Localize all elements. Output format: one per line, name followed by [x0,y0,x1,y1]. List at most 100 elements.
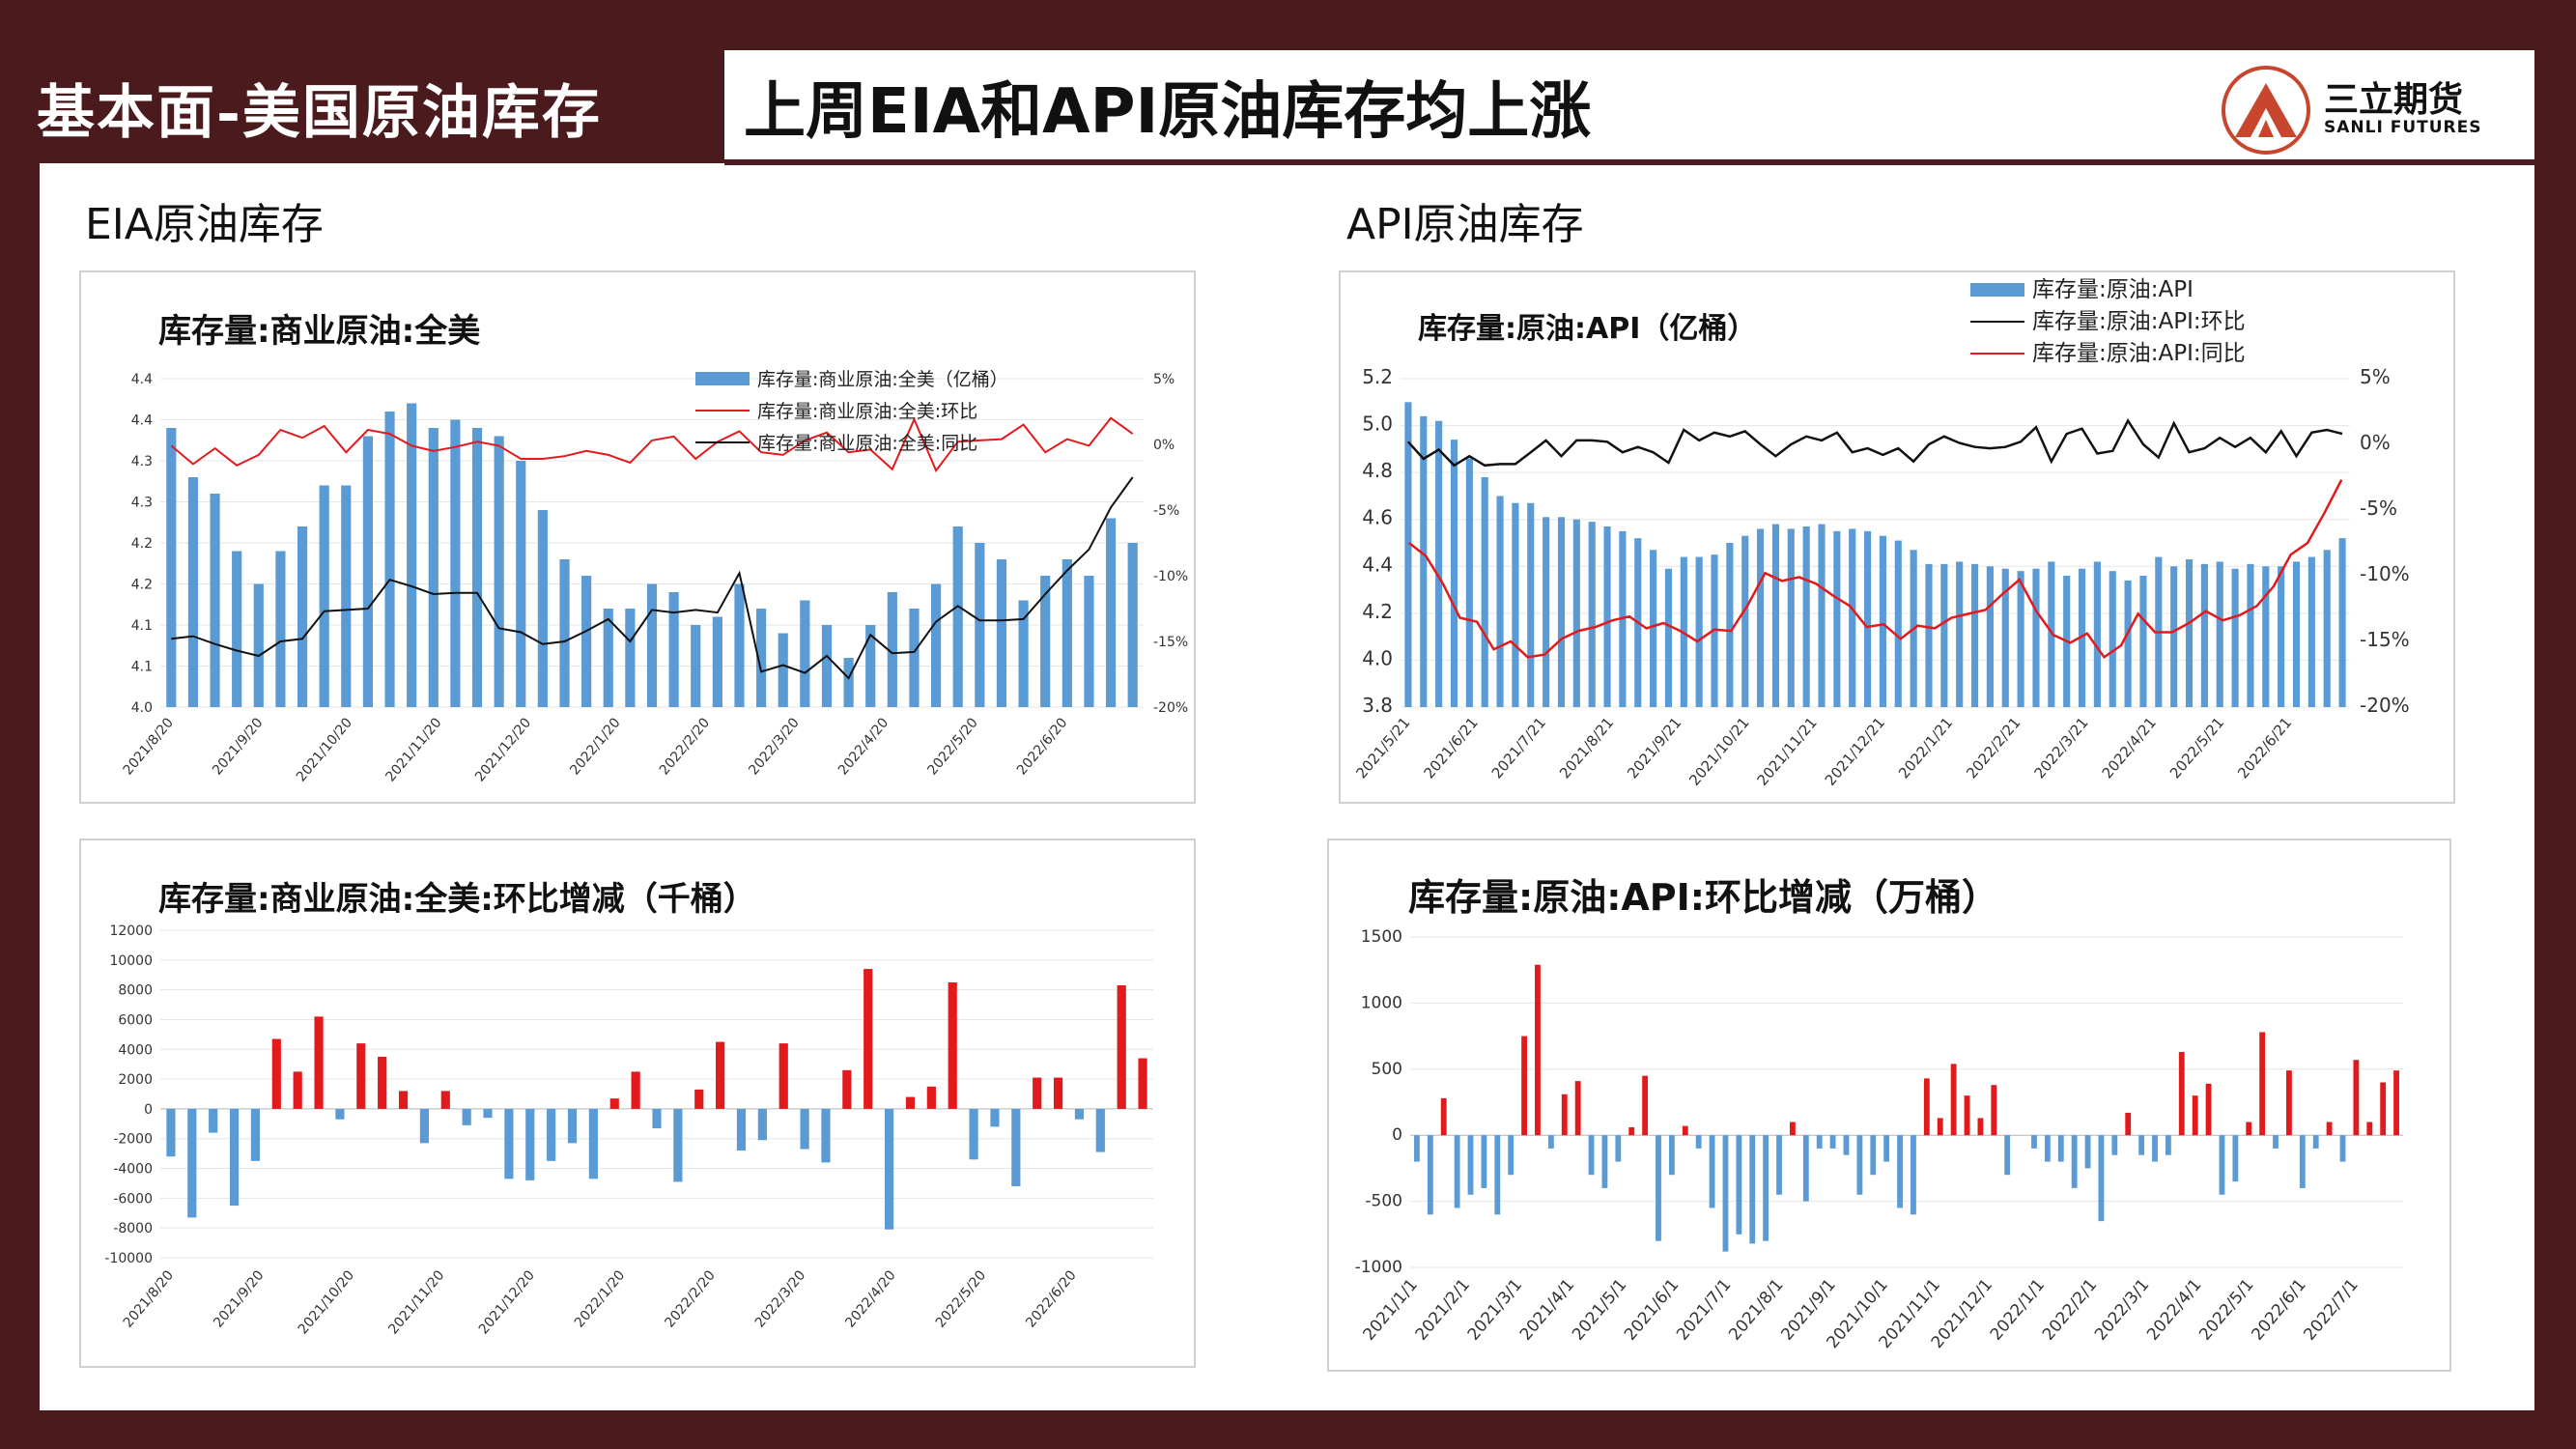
inventory-bar [1588,522,1596,707]
inventory-bar [843,658,854,707]
inventory-bar [2200,563,2208,707]
legend-label: 库存量:原油:API:环比 [2032,309,2246,334]
yoy-line [1408,479,2343,660]
inventory-bar [1018,600,1029,707]
y2-tick-label: 5% [1153,372,1175,387]
decrease-bar [1736,1135,1742,1235]
increase-bar [2286,1070,2292,1136]
x-tick-label: 2022/3/20 [746,715,802,778]
inventory-bar [210,494,220,707]
inventory-bar [1726,543,1734,707]
inventory-bar [2338,538,2346,707]
inventory-bar [1695,556,1703,707]
y-tick-label: 4.8 [1362,459,1393,482]
x-tick-label: 2022/1/21 [1895,714,1956,781]
inventory-bar [2170,566,2178,707]
inventory-bar [2048,561,2055,707]
decrease-bar [462,1108,471,1125]
increase-bar [926,1086,936,1109]
decrease-bar [2004,1135,2011,1176]
inventory-bar [494,436,504,707]
chart-title: 库存量:商业原油:全美 [158,312,480,351]
y-tick-label: -4000 [113,1162,153,1178]
inventory-bar [1818,524,1826,707]
eia-section-title: EIA原油库存 [85,200,324,249]
inventory-bar [712,616,722,707]
header-band [657,49,726,163]
inventory-bar [1802,526,1810,707]
increase-bar [398,1091,409,1109]
chart-title: 库存量:商业原油:全美:环比增减（千桶） [158,880,756,919]
y-tick-label: -2000 [113,1132,153,1148]
increase-bar [2125,1112,2132,1136]
y-tick-label: 4.2 [131,536,153,552]
decrease-bar [990,1108,1000,1127]
decrease-bar [187,1108,197,1218]
inventory-bar [887,592,897,707]
increase-bar [293,1071,302,1109]
increase-bar [905,1096,916,1109]
inventory-bar [1450,440,1458,707]
decrease-bar [2273,1135,2279,1149]
decrease-bar [1547,1135,1554,1149]
increase-bar [1950,1064,1957,1136]
inventory-bar [996,559,1007,707]
inventory-bar [2323,550,2331,707]
decrease-bar [1074,1108,1085,1120]
y-tick-label: 4.2 [1362,600,1393,623]
api-change-chart: 库存量:原油:API:环比增减（万桶） 1500 1000 500 0 -500 -1000… [1327,838,2451,1372]
increase-bar [1642,1075,1649,1136]
decrease-bar [1709,1135,1715,1208]
decrease-bar [504,1108,514,1179]
y2-tick-label: -20% [1153,700,1188,716]
inventory-bar [2032,568,2040,707]
inventory-bar [2231,568,2239,707]
decrease-bar [2232,1135,2239,1182]
y2-tick-label: -5% [1153,503,1179,519]
y-tick-label: 1000 [1361,993,1402,1012]
x-tick-label: 2022/2/1 [2039,1275,2101,1344]
increase-bar [2178,1052,2185,1136]
increase-bar [440,1091,450,1109]
inventory-bar [1879,535,1886,707]
inventory-bar [1603,526,1611,707]
increase-bar [1138,1058,1147,1109]
inventory-bar [2109,571,2116,707]
decrease-bar [209,1108,218,1133]
decrease-bar [2165,1135,2171,1155]
x-tick-label: 2022/1/20 [567,715,623,778]
decrease-bar [1856,1135,1863,1195]
y2-tick-label: 0% [2360,431,2391,454]
legend-label: 库存量:原油:API [2032,277,2194,302]
x-tick-label: 2021/3/1 [1464,1275,1526,1344]
decrease-bar [483,1108,493,1119]
x-tick-label: 2022/3/21 [2031,714,2092,781]
inventory-bar [1420,415,1428,707]
y-tick-label: 4.4 [131,413,153,429]
decrease-bar [166,1108,176,1157]
increase-bar [609,1098,619,1109]
increase-bar [1991,1085,1997,1136]
x-tick-label: 2022/5/20 [924,715,980,778]
y-tick-label: 4.2 [131,578,153,593]
inventory-bar [691,625,701,707]
inventory-bar [1940,563,1948,707]
inventory-bar [865,625,876,707]
increase-bar [694,1089,704,1109]
y-tick-label: 12000 [109,923,153,939]
inventory-bar [2093,561,2101,707]
decrease-bar [588,1108,598,1179]
increase-bar [1937,1118,1943,1136]
x-tick-label: 2021/12/20 [472,715,534,784]
y2-tick-label: 0% [1153,438,1175,453]
increase-bar [716,1041,725,1109]
logo-text-en: SANLI FUTURES [2324,118,2482,137]
x-tick-label: 2021/9/21 [1624,714,1684,781]
decrease-bar [250,1108,261,1161]
increase-bar [271,1038,281,1109]
inventory-bar [275,551,286,707]
x-tick-label: 2021/9/20 [211,1267,267,1330]
increase-bar [2366,1122,2373,1136]
inventory-bar [1512,502,1519,707]
yoy-line [171,476,1134,680]
